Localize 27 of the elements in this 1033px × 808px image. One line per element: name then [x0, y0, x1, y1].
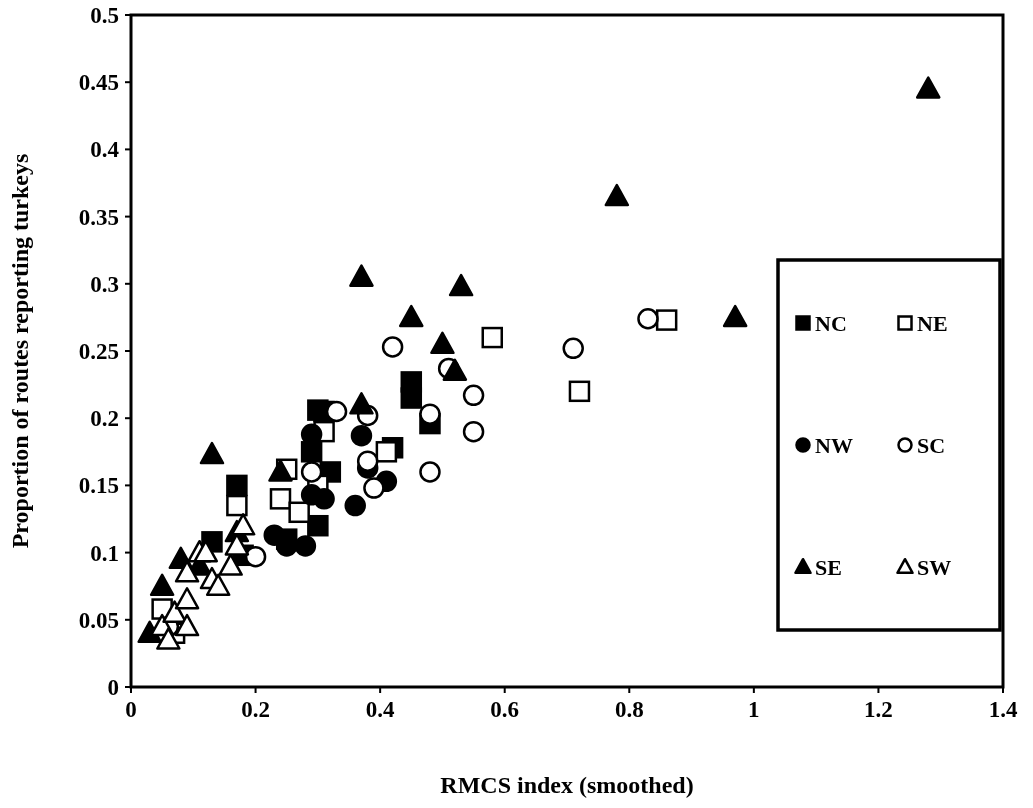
legend-label: SW	[917, 554, 952, 580]
y-tick-label: 0.2	[90, 406, 119, 432]
x-tick-label: 0	[125, 697, 137, 722]
y-axis-title: Proportion of routes reporting turkeys	[7, 153, 33, 549]
legend-label: SE	[815, 554, 842, 580]
x-tick-label: 0.8	[614, 697, 644, 722]
x-tick-label: 0.4	[365, 697, 396, 722]
y-tick-label: 0.45	[78, 70, 119, 96]
y-tick-label: 0.15	[78, 473, 119, 499]
x-tick-label: 1.4	[988, 697, 1018, 722]
x-tick-label: 0.2	[241, 697, 270, 722]
y-tick-label: 0.5	[90, 3, 119, 29]
y-tick-label: 0.25	[78, 339, 119, 365]
x-tick-label: 0.6	[490, 697, 520, 722]
legend-label: NC	[815, 310, 847, 336]
x-tick-label: 1	[748, 697, 760, 722]
legend-label: SC	[917, 432, 946, 458]
y-tick-label: 0.3	[90, 271, 119, 297]
legend-label: NW	[815, 432, 853, 458]
x-tick-label: 1.2	[864, 697, 893, 722]
y-tick-label: 0.1	[90, 540, 119, 566]
y-tick-label: 0.35	[78, 204, 119, 230]
y-tick-label: 0.4	[90, 137, 120, 163]
y-tick-label: 0.05	[78, 607, 119, 633]
x-axis-title: RMCS index (smoothed)	[440, 772, 694, 798]
legend-label: NE	[917, 310, 948, 336]
y-tick-label: 0	[107, 675, 119, 701]
